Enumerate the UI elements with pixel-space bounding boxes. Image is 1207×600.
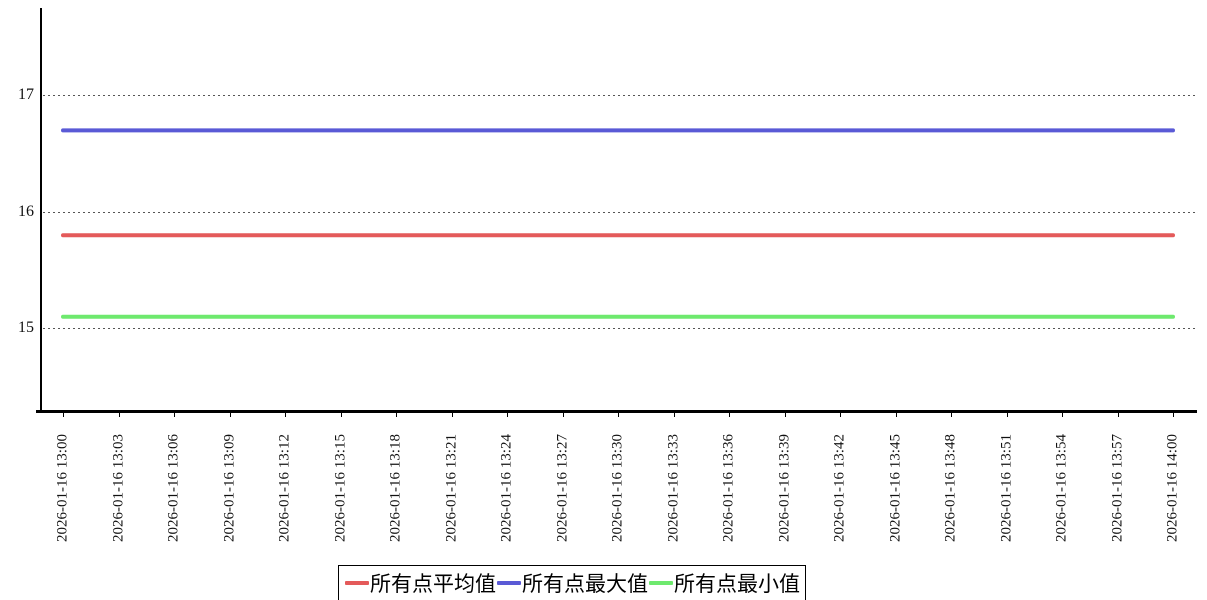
x-tick-mark <box>840 413 841 417</box>
legend-swatch-icon <box>497 581 521 585</box>
x-tick-mark <box>63 413 64 417</box>
y-tick-label: 17 <box>18 86 34 103</box>
x-tick-mark <box>1007 413 1008 417</box>
x-tick-mark <box>951 413 952 417</box>
x-tick-mark <box>452 413 453 417</box>
legend-swatch-icon <box>345 581 369 585</box>
x-tick-mark <box>119 413 120 417</box>
x-tick-mark <box>1173 413 1174 417</box>
gridline-y-17 <box>43 95 1196 96</box>
x-tick-mark <box>230 413 231 417</box>
y-axis-line <box>40 8 42 410</box>
legend-item-label: 所有点最大值 <box>522 572 648 596</box>
y-tick-label: 15 <box>18 319 34 336</box>
x-tick-mark <box>174 413 175 417</box>
x-tick-mark <box>563 413 564 417</box>
legend-item-label: 所有点最小值 <box>674 572 800 596</box>
legend: 所有点平均值 所有点最大值 所有点最小值 <box>338 565 806 600</box>
x-tick-mark <box>729 413 730 417</box>
x-tick-mark <box>285 413 286 417</box>
x-tick-mark <box>507 413 508 417</box>
gridline-y-16 <box>43 212 1196 213</box>
x-tick-mark <box>785 413 786 417</box>
x-tick-mark <box>396 413 397 417</box>
gridline-y-15 <box>43 328 1196 329</box>
legend-item-2: 所有点最小值 <box>648 568 800 598</box>
legend-item-1: 所有点最大值 <box>496 568 648 598</box>
x-tick-mark <box>896 413 897 417</box>
legend-item-0: 所有点平均值 <box>344 568 496 598</box>
x-tick-mark <box>618 413 619 417</box>
x-tick-mark <box>341 413 342 417</box>
x-axis-line <box>36 410 1197 413</box>
x-tick-mark <box>1062 413 1063 417</box>
legend-item-label: 所有点平均值 <box>370 572 496 596</box>
y-tick-label: 16 <box>18 203 34 220</box>
x-tick-mark <box>1118 413 1119 417</box>
legend-swatch-icon <box>649 581 673 585</box>
x-tick-mark <box>674 413 675 417</box>
